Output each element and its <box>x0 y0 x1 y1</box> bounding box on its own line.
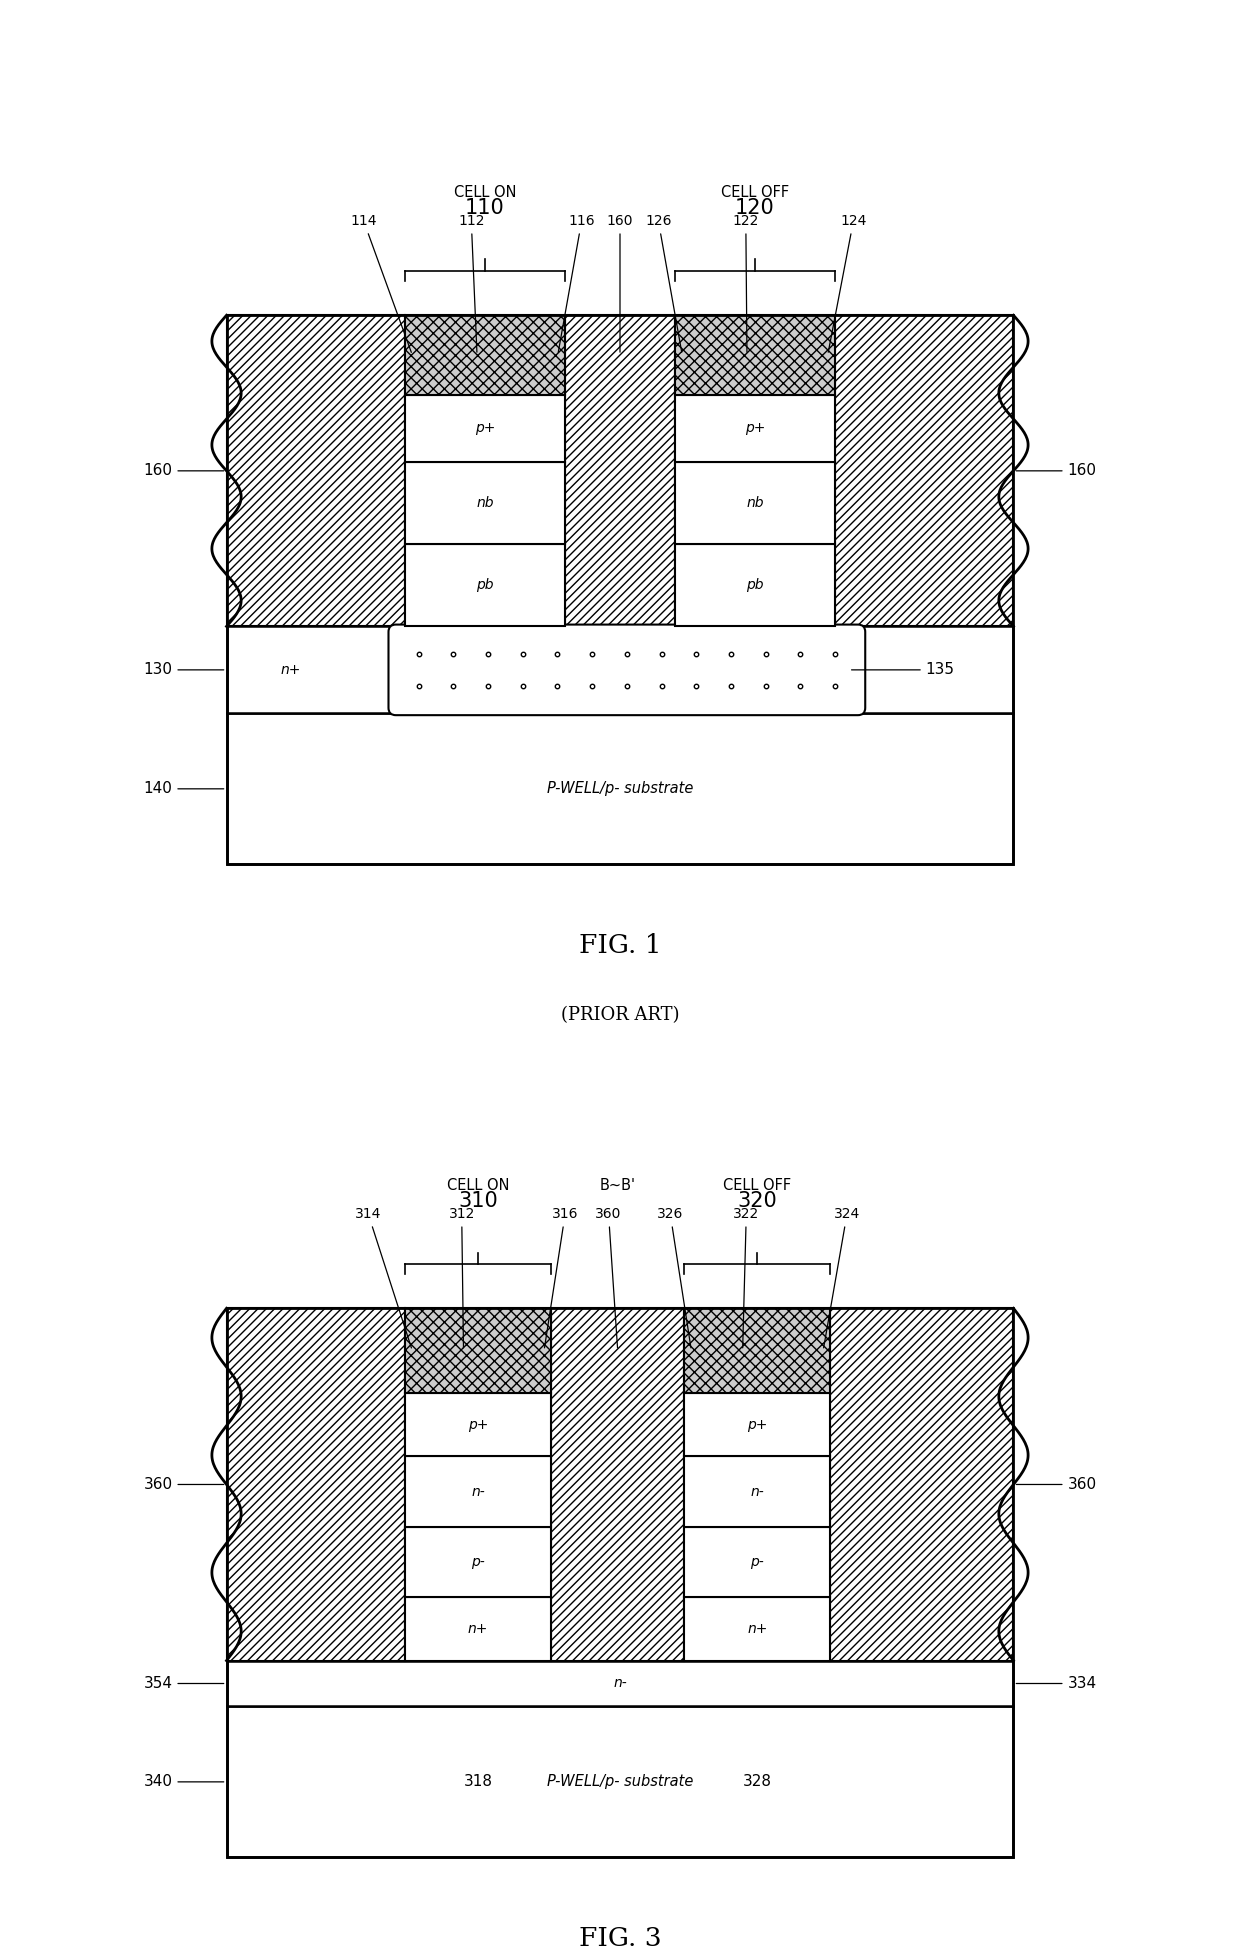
Bar <box>405 1526 552 1596</box>
Text: 160: 160 <box>144 463 223 479</box>
Bar <box>405 1393 552 1456</box>
Text: nb: nb <box>746 496 764 510</box>
Text: 354: 354 <box>144 1677 223 1690</box>
Text: 360: 360 <box>144 1477 223 1493</box>
Bar <box>227 1661 1013 1706</box>
Text: n-: n- <box>750 1485 764 1499</box>
Bar <box>227 713 1013 864</box>
Text: p-: p- <box>471 1555 485 1569</box>
Bar <box>565 315 675 627</box>
Bar <box>405 315 565 395</box>
Text: 320: 320 <box>738 1192 777 1211</box>
Text: p+: p+ <box>467 1417 489 1432</box>
Text: pb: pb <box>746 578 764 592</box>
Text: 334: 334 <box>1017 1677 1096 1690</box>
Text: p+: p+ <box>745 420 765 436</box>
Bar <box>227 1309 1013 1858</box>
Text: p+: p+ <box>475 420 495 436</box>
Text: 110: 110 <box>465 197 505 219</box>
Text: (PRIOR ART): (PRIOR ART) <box>560 1006 680 1024</box>
Text: 360: 360 <box>595 1208 621 1348</box>
Bar <box>684 1309 831 1393</box>
Bar <box>675 395 835 461</box>
Text: 322: 322 <box>733 1208 759 1348</box>
Bar <box>835 315 1013 627</box>
Text: B~B': B~B' <box>600 1178 636 1194</box>
Bar <box>684 1456 831 1526</box>
Bar <box>684 1526 831 1596</box>
Text: 340: 340 <box>144 1774 223 1790</box>
Text: 130: 130 <box>144 662 223 678</box>
Text: CELL OFF: CELL OFF <box>720 186 789 199</box>
Text: p+: p+ <box>746 1417 768 1432</box>
Text: n+: n+ <box>746 1622 768 1635</box>
Text: 160: 160 <box>606 215 634 352</box>
Text: 326: 326 <box>657 1208 691 1348</box>
Text: 120: 120 <box>735 197 775 219</box>
Text: 360: 360 <box>1017 1477 1096 1493</box>
Bar <box>405 395 565 461</box>
Bar <box>552 1309 684 1661</box>
Text: n-: n- <box>471 1485 485 1499</box>
Bar <box>675 315 835 395</box>
Text: P-WELL/p- substrate: P-WELL/p- substrate <box>547 1774 693 1790</box>
Text: 114: 114 <box>351 215 412 352</box>
Text: 135: 135 <box>852 662 955 678</box>
Bar <box>227 315 1013 864</box>
Text: 122: 122 <box>733 215 759 352</box>
Text: p-: p- <box>750 1555 764 1569</box>
Bar <box>405 1309 552 1393</box>
Text: CELL ON: CELL ON <box>446 1178 510 1194</box>
Text: 160: 160 <box>1017 463 1096 479</box>
Text: 116: 116 <box>558 215 595 352</box>
Bar <box>405 543 565 627</box>
Text: CELL OFF: CELL OFF <box>723 1178 791 1194</box>
Text: 112: 112 <box>458 215 485 352</box>
Text: nb: nb <box>476 496 494 510</box>
Bar <box>675 543 835 627</box>
Text: FIG. 1: FIG. 1 <box>579 932 661 957</box>
Text: n+: n+ <box>467 1622 489 1635</box>
Text: 316: 316 <box>544 1208 578 1348</box>
Text: 126: 126 <box>645 215 682 352</box>
Text: 324: 324 <box>823 1208 861 1348</box>
Bar <box>405 1456 552 1526</box>
Bar <box>405 461 565 543</box>
Bar <box>227 315 405 627</box>
FancyBboxPatch shape <box>388 625 866 715</box>
Bar <box>405 1596 552 1661</box>
Bar <box>227 1309 405 1661</box>
Text: 318: 318 <box>464 1774 492 1790</box>
Text: CELL ON: CELL ON <box>454 186 516 199</box>
Text: n-: n- <box>613 1677 627 1690</box>
Bar <box>675 461 835 543</box>
Text: 328: 328 <box>743 1774 771 1790</box>
Bar <box>227 627 1013 713</box>
Bar <box>227 1706 1013 1858</box>
Text: 314: 314 <box>355 1208 412 1348</box>
Text: 310: 310 <box>459 1192 498 1211</box>
Text: FIG. 3: FIG. 3 <box>579 1927 661 1950</box>
Text: 312: 312 <box>449 1208 475 1348</box>
Bar <box>684 1393 831 1456</box>
Bar <box>831 1309 1013 1661</box>
Text: 140: 140 <box>144 782 223 797</box>
Text: pb: pb <box>476 578 494 592</box>
Text: 124: 124 <box>828 215 867 352</box>
Bar <box>684 1596 831 1661</box>
Text: n+: n+ <box>280 662 301 676</box>
Text: P-WELL/p- substrate: P-WELL/p- substrate <box>547 782 693 797</box>
